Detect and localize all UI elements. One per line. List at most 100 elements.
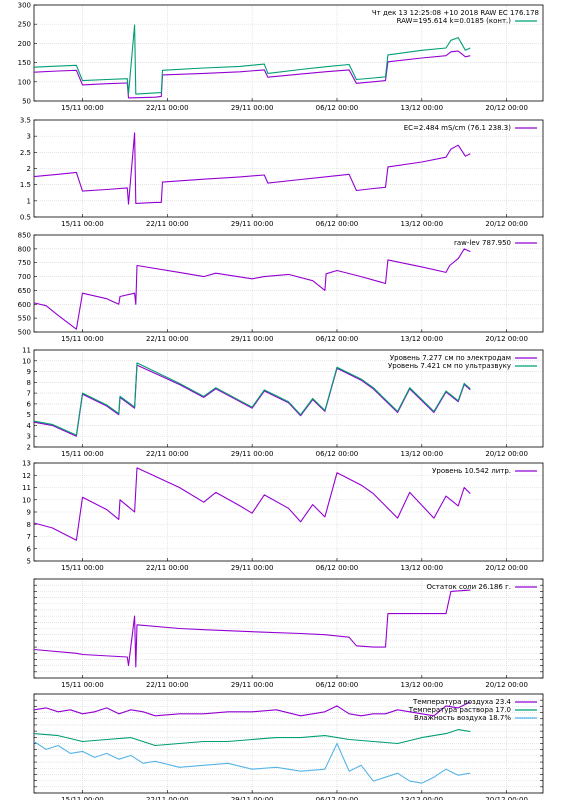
plot-frame xyxy=(33,578,544,679)
series-line-1 xyxy=(33,132,471,205)
series-line-1 xyxy=(33,248,471,330)
legend-label: Температура раствора 17.0 xyxy=(408,706,511,714)
x-tick-label: 06/12 00:00 xyxy=(316,104,359,112)
y-tick-label: 8 xyxy=(27,379,31,387)
x-tick-label: 06/12 00:00 xyxy=(316,335,359,343)
y-tick-label: 650 xyxy=(18,287,31,295)
y-tick-label: 5 xyxy=(27,411,31,419)
y-tick-label: 2.5 xyxy=(20,149,31,157)
x-tick-label: 06/12 00:00 xyxy=(316,450,359,458)
series-line-1 xyxy=(33,467,471,541)
y-tick-label: 3 xyxy=(27,433,31,441)
y-tick-label: 500 xyxy=(18,329,31,337)
y-tick-label: 750 xyxy=(18,259,31,267)
legend-label: Чт дек 13 12:25:08 +10 2018 RAW EC 176.1… xyxy=(372,9,539,17)
x-tick-label: 20/12 00:00 xyxy=(485,564,528,572)
y-tick-label: 700 xyxy=(18,273,31,281)
y-tick-label: 7 xyxy=(27,533,31,541)
legend-label: Уровень 7.277 см по электродам xyxy=(390,354,511,362)
chart-panel-3: 500 550 600 650 700 750 800 850 15/11 00:00 22/11… xyxy=(18,232,544,343)
x-tick-label: 29/11 00:00 xyxy=(231,335,274,343)
chart-panel-2: 0.5 1 1.5 2 2.5 3 3.5 15/11 00:00 22/11 00:00 29/… xyxy=(20,117,544,228)
x-tick-label: 20/12 00:00 xyxy=(485,796,528,800)
y-tick-label: 10 xyxy=(22,496,31,504)
x-tick-label: 06/12 00:00 xyxy=(316,681,359,689)
y-tick-label: 550 xyxy=(18,315,31,323)
y-tick-label: 6 xyxy=(27,545,32,553)
y-tick-label: 1.5 xyxy=(20,181,31,189)
series-line-2 xyxy=(33,362,471,436)
plot-frame xyxy=(33,349,544,448)
x-tick-label: 06/12 00:00 xyxy=(316,796,359,800)
legend-label: Уровень 7.421 см по ультразвуку xyxy=(388,362,511,370)
y-tick-label: 150 xyxy=(18,59,31,67)
y-tick-label: 250 xyxy=(18,21,31,29)
x-tick-label: 20/12 00:00 xyxy=(485,220,528,228)
series-line-2 xyxy=(33,24,471,95)
x-tick-label: 15/11 00:00 xyxy=(61,564,104,572)
y-tick-label: 13 xyxy=(22,460,31,468)
x-tick-label: 15/11 00:00 xyxy=(61,450,104,458)
x-tick-label: 22/11 00:00 xyxy=(146,681,189,689)
series-line-1 xyxy=(33,589,471,668)
chart-panel-4: 2 3 4 5 6 7 8 9 10 11 15/11 00:00 22/11 00:00 29/11 … xyxy=(22,347,544,458)
y-tick-label: 3.5 xyxy=(20,117,31,125)
plot-frame xyxy=(33,462,544,562)
y-tick-label: 2 xyxy=(27,444,31,452)
x-tick-label: 29/11 00:00 xyxy=(231,104,274,112)
legend-label: raw-lev 787.950 xyxy=(454,239,511,247)
x-tick-label: 20/12 00:00 xyxy=(485,335,528,343)
x-tick-label: 13/12 00:00 xyxy=(401,796,444,800)
chart-panel-1: 50 100 150 200 250 300 15/11 00:00 22/11 00:00 2… xyxy=(18,2,544,112)
chart-panel-7: 15/11 00:00 22/11 00:00 29/11 00:00 06/12 0… xyxy=(33,693,544,800)
series-line-2 xyxy=(33,729,471,747)
legend-label: Остаток соли 26.186 г. xyxy=(426,583,511,591)
series-line-1 xyxy=(33,50,471,99)
x-tick-label: 29/11 00:00 xyxy=(231,681,274,689)
plot-frame xyxy=(33,4,544,102)
x-tick-label: 22/11 00:00 xyxy=(146,104,189,112)
series-line-1 xyxy=(33,701,471,717)
y-tick-label: 50 xyxy=(22,98,31,106)
y-tick-label: 200 xyxy=(18,40,31,48)
x-tick-label: 06/12 00:00 xyxy=(316,564,359,572)
chart-panel-5: 5 6 7 8 9 10 11 12 13 15/11 00:00 22/11 00:00 29/11… xyxy=(22,460,544,572)
legend-label: Уровень 10.542 литр. xyxy=(432,467,511,475)
legend-label: RAW=195.614 k=0.0185 (конт.) xyxy=(397,17,512,25)
y-tick-label: 8 xyxy=(27,521,31,529)
legend-label: EC=2.484 mS/cm (76.1 238.3) xyxy=(404,124,512,132)
x-tick-label: 15/11 00:00 xyxy=(61,220,104,228)
legend-label: Температура воздуха 23.4 xyxy=(412,698,512,706)
x-tick-label: 15/11 00:00 xyxy=(61,104,104,112)
y-tick-label: 9 xyxy=(27,509,31,517)
x-tick-label: 13/12 00:00 xyxy=(401,681,444,689)
x-tick-label: 13/12 00:00 xyxy=(401,450,444,458)
chart-panel-6: 15/11 00:00 22/11 00:00 29/11 00:00 06/12 0… xyxy=(33,578,544,689)
series-line-1 xyxy=(33,364,471,437)
y-tick-label: 9 xyxy=(27,368,31,376)
x-tick-label: 22/11 00:00 xyxy=(146,564,189,572)
y-tick-label: 600 xyxy=(18,301,31,309)
x-tick-label: 29/11 00:00 xyxy=(231,564,274,572)
x-tick-label: 22/11 00:00 xyxy=(146,220,189,228)
y-tick-label: 2 xyxy=(27,165,31,173)
x-tick-label: 20/12 00:00 xyxy=(485,104,528,112)
y-tick-label: 11 xyxy=(22,484,31,492)
y-tick-label: 300 xyxy=(18,2,31,10)
x-tick-label: 20/12 00:00 xyxy=(485,681,528,689)
x-tick-label: 22/11 00:00 xyxy=(146,335,189,343)
y-tick-label: 5 xyxy=(27,558,31,566)
y-tick-label: 100 xyxy=(18,78,31,86)
x-tick-label: 15/11 00:00 xyxy=(61,796,104,800)
y-tick-label: 0.5 xyxy=(20,214,31,222)
plot-frame xyxy=(33,234,544,333)
y-tick-label: 7 xyxy=(27,390,31,398)
y-tick-label: 4 xyxy=(27,422,32,430)
y-tick-label: 6 xyxy=(27,400,32,408)
x-tick-label: 13/12 00:00 xyxy=(401,335,444,343)
plot-frame xyxy=(33,693,544,794)
y-tick-label: 850 xyxy=(18,232,31,240)
x-tick-label: 22/11 00:00 xyxy=(146,450,189,458)
y-tick-label: 3 xyxy=(27,133,31,141)
